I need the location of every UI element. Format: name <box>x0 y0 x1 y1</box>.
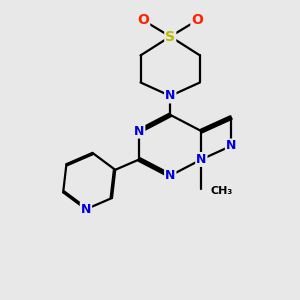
Text: S: S <box>165 29 175 44</box>
Text: N: N <box>226 140 236 152</box>
Text: N: N <box>196 153 206 166</box>
Text: N: N <box>165 169 175 182</box>
Text: N: N <box>81 203 91 216</box>
Text: CH₃: CH₃ <box>211 185 233 196</box>
Text: N: N <box>134 124 144 138</box>
Text: O: O <box>191 13 203 27</box>
Text: O: O <box>137 13 149 27</box>
Text: N: N <box>165 89 175 103</box>
